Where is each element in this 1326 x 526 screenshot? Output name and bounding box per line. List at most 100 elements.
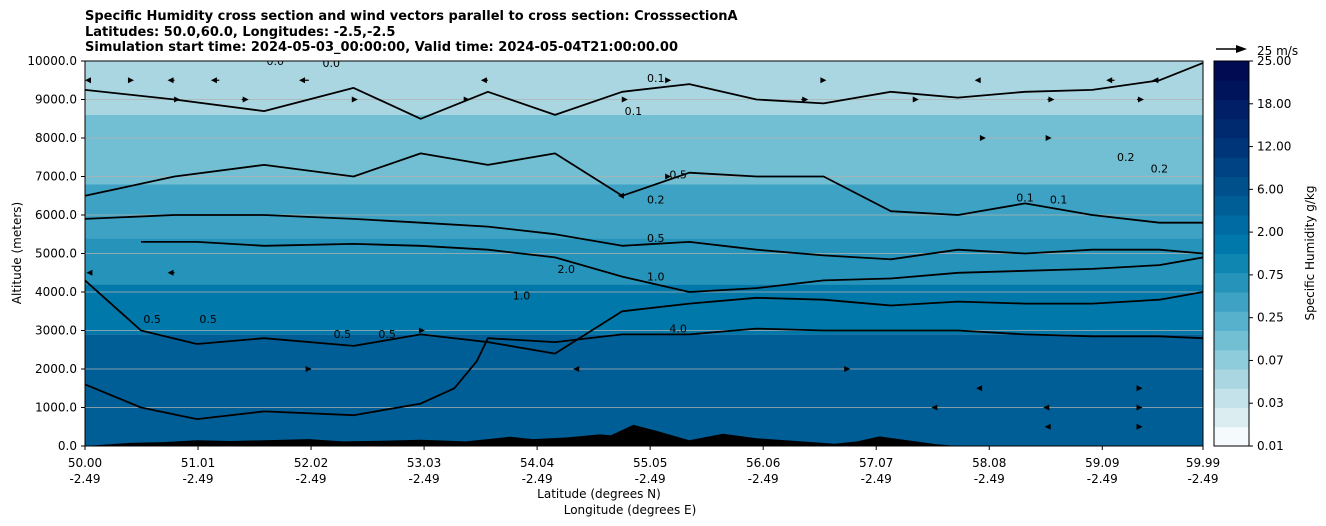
wind-vector-head [167, 77, 174, 84]
wind-vector-head [1136, 385, 1143, 392]
contour-label: 0.2 [1151, 163, 1169, 176]
colorbar-tick-label: 25.00 [1257, 54, 1291, 68]
wind-vector-head [573, 366, 580, 372]
colorbar-segment [1214, 138, 1249, 158]
humidity-band-1 [85, 114, 1203, 185]
wind-vector-head [1106, 77, 1113, 84]
contour-line-0-2 [85, 152, 1203, 224]
contour-label: 0.5 [378, 328, 396, 341]
contour-label: 1.0 [513, 290, 531, 303]
humidity-band-5 [85, 334, 1203, 446]
x-tick-label-latitude: 54.04 [520, 456, 554, 470]
wind-vector-head [621, 96, 628, 103]
colorbar-segment [1214, 272, 1249, 293]
contour-line-4-0 [85, 327, 1203, 420]
terrain-silhouette [85, 424, 1203, 446]
y-tick-label: 10000.0 [27, 54, 77, 68]
colorbar-segment [1214, 176, 1249, 197]
contour-label: 4.0 [669, 322, 687, 335]
x-tick-label-latitude: 51.01 [181, 456, 215, 470]
wind-vector-head [242, 96, 249, 103]
x-tick-label-longitude: -2.49 [182, 472, 213, 486]
humidity-band-0 [85, 61, 1203, 115]
chart-title-line-1: Specific Humidity cross section and wind… [85, 9, 738, 24]
colorbar-tick-label: 0.07 [1257, 353, 1284, 367]
wind-vector-head [210, 77, 217, 84]
colorbar-segment [1214, 311, 1249, 331]
contour-label: 0.5 [143, 313, 161, 326]
wind-vector-head [86, 269, 93, 276]
colorbar-tick-label: 18.00 [1257, 97, 1291, 111]
colorbar: 0.01 0.03 0.07 0.25 0.75 2.00 6.00 12.00 18.00 25… [1214, 54, 1291, 453]
x-tick-label-latitude: 50.00 [68, 456, 102, 470]
x-tick-label-latitude: 55.05 [633, 456, 667, 470]
colorbar-segment [1214, 80, 1249, 100]
y-tick-label: 0.0 [58, 439, 77, 453]
x-tick-label-latitude: 58.08 [972, 456, 1006, 470]
x-tick-label-longitude: -2.49 [748, 472, 779, 486]
contour-label: 0.5 [334, 328, 352, 341]
wind-vector-head [418, 327, 425, 334]
colorbar-tick-label: 0.25 [1257, 311, 1284, 325]
wind-vector-head [1044, 423, 1051, 430]
y-tick-label: 7000.0 [35, 170, 77, 184]
colorbar-segment [1214, 195, 1249, 216]
x-tick-label-longitude: -2.49 [861, 472, 892, 486]
x-tick-label-latitude: 57.07 [859, 456, 893, 470]
chart-title: Specific Humidity cross section and wind… [85, 9, 738, 56]
wind-vector-head [844, 366, 851, 372]
x-tick-label-longitude: -2.49 [974, 472, 1005, 486]
wind-vector-head [1043, 404, 1050, 411]
colorbar-segment [1214, 330, 1249, 351]
humidity-band-2 [85, 184, 1203, 239]
wind-vector-head [931, 404, 938, 411]
contour-line-2-0 [85, 279, 1203, 355]
y-tick-label: 6000.0 [35, 208, 77, 222]
x-tick-label-longitude: -2.49 [296, 472, 327, 486]
colorbar-tick-label: 12.00 [1257, 140, 1291, 154]
colorbar-tick-label: 0.03 [1257, 396, 1284, 410]
contour-label: 0.5 [669, 168, 687, 181]
x-tick-label-longitude: -2.49 [1087, 472, 1118, 486]
colorbar-segment [1214, 349, 1249, 370]
axes: 0.0 1000.0 2000.0 3000.0 4000.0 5000.0 6000.0 7… [27, 54, 1220, 486]
x-tick-label-latitude: 53.03 [407, 456, 441, 470]
colorbar-segment [1214, 99, 1249, 120]
y-tick-label: 4000.0 [35, 285, 77, 299]
x-tick-label-longitude: -2.49 [69, 472, 100, 486]
colorbar-tick-label: 0.75 [1257, 268, 1284, 282]
chart-title-line-3: Simulation start time: 2024-05-03_00:00:… [85, 40, 678, 55]
contour-label: 2.0 [557, 263, 575, 276]
wind-key: 25 m/s [1216, 44, 1298, 58]
colorbar-segment [1214, 61, 1249, 81]
colorbar-frame [1213, 60, 1250, 447]
y-tick-label: 9000.0 [35, 93, 77, 107]
wind-vector-head [665, 77, 672, 84]
contour-label: 0.0 [322, 57, 340, 70]
x-tick-label-longitude: -2.49 [409, 472, 440, 486]
contour-label: 0.0 [267, 55, 285, 68]
wind-vector-head [174, 96, 181, 103]
colorbar-segment [1214, 234, 1249, 254]
wind-vector-head [299, 77, 306, 84]
wind-vector-head [1152, 77, 1159, 84]
wind-vector-head [912, 96, 919, 103]
wind-key-label: 25 m/s [1257, 44, 1298, 58]
wind-vector-head [167, 269, 174, 276]
colorbar-segment [1214, 157, 1249, 177]
wind-vector-head [85, 77, 91, 84]
wind-vector-head [127, 77, 134, 84]
wind-vector-head [979, 135, 986, 141]
colorbar-tick-label: 0.01 [1257, 439, 1284, 453]
chart-title-line-2: Latitudes: 50.0,60.0, Longitudes: -2.5,-… [85, 24, 396, 40]
contour-label: 0.1 [1050, 193, 1068, 206]
contour-label: 0.5 [199, 313, 217, 326]
x-tick-label-longitude: -2.49 [1187, 472, 1218, 486]
wind-vector-head [1048, 96, 1055, 103]
colorbar-segment [1214, 215, 1249, 235]
colorbar-segment [1214, 369, 1249, 389]
contour-label: 0.1 [647, 72, 665, 85]
y-tick-label: 2000.0 [35, 362, 77, 376]
x-tick-label-longitude: -2.49 [635, 472, 666, 486]
